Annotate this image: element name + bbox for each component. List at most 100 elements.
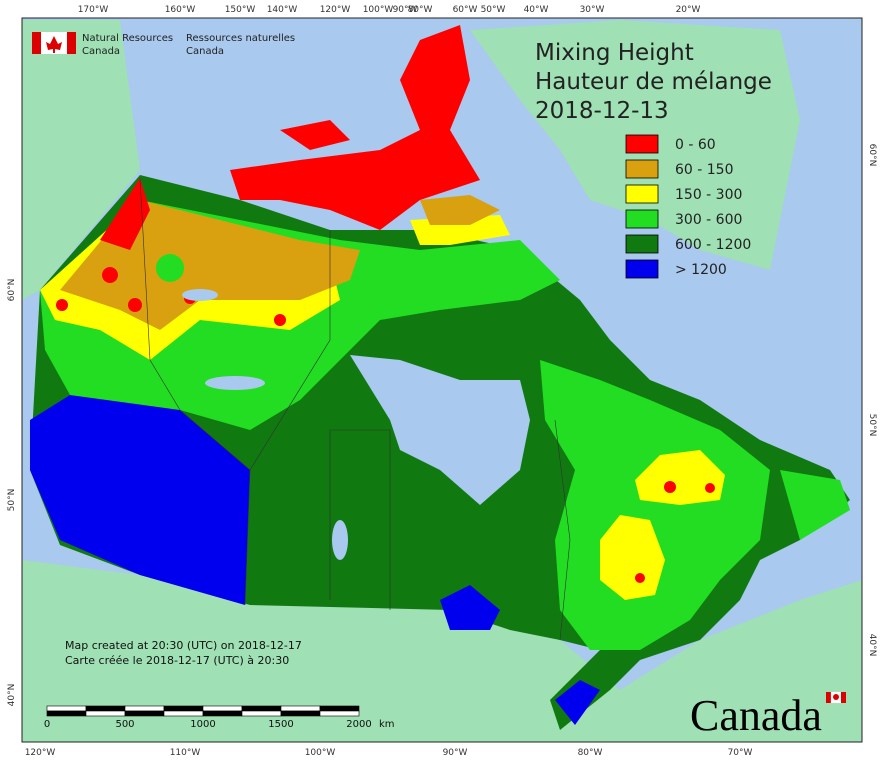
legend-swatch: [625, 234, 659, 254]
graticule-label: 50°W: [481, 5, 506, 15]
wordmark-flag: [826, 691, 846, 704]
graticule-label: 60°W: [453, 5, 478, 15]
wordmark: Canada: [690, 691, 822, 740]
scale-label: 1000: [190, 719, 215, 730]
west-over-1200: [30, 395, 250, 605]
spot: [664, 481, 676, 493]
scale-segment: [46, 710, 87, 717]
arctic-0-60: [230, 25, 480, 230]
graticule-label: 90°W: [393, 5, 418, 15]
legend-label: 600 - 1200: [675, 237, 751, 253]
graticule-label: 40°W: [524, 5, 549, 15]
legend-label: 0 - 60: [675, 137, 716, 153]
legend-label: 60 - 150: [675, 162, 734, 178]
graticule-label: 120°W: [320, 5, 351, 15]
map-title: Mixing Height: [535, 40, 694, 66]
scale-segment: [124, 710, 165, 717]
legend-swatch: [625, 259, 659, 279]
legend-swatch: [625, 159, 659, 179]
scale-segment: [202, 710, 243, 717]
map-date: 2018-12-13: [535, 98, 669, 124]
graticule-label: 140°W: [267, 5, 298, 15]
graticule-label: 120°W: [25, 748, 56, 758]
logo-text: Canada: [82, 46, 120, 57]
alaska: [22, 20, 140, 300]
spot: [128, 298, 142, 312]
lake: [182, 289, 218, 301]
scale-segment: [85, 710, 126, 717]
scale-segment: [46, 705, 87, 712]
usa: [22, 560, 862, 742]
graticule-label: 100°W: [363, 5, 394, 15]
scale-label: 1500: [268, 719, 293, 730]
graticule-label: 80°W: [408, 5, 433, 15]
graticule-label: 110°W: [170, 748, 201, 758]
legend-swatch: [625, 209, 659, 229]
scale-segment: [280, 705, 321, 712]
scale-segment: [241, 710, 282, 717]
scale-segment: [124, 705, 165, 712]
hudson-bay: [350, 355, 530, 505]
scale-label: 500: [115, 719, 134, 730]
scale-label: 2000: [346, 719, 371, 730]
legend-label: 150 - 300: [675, 187, 742, 203]
graticule-label: 50°N: [7, 489, 17, 512]
lake: [205, 376, 265, 390]
spot: [705, 483, 715, 493]
spot: [274, 314, 286, 326]
note: Map created at 20:30 (UTC) on 2018-12-17: [65, 639, 302, 652]
spot: [635, 573, 645, 583]
quebec2-150-300: [600, 515, 665, 600]
graticule-label: 40°N: [867, 634, 877, 657]
graticule-label: 60°N: [867, 144, 877, 167]
scale-segment: [319, 710, 360, 717]
scale-segment: [319, 705, 360, 712]
spot: [102, 267, 118, 283]
yukon-0-60: [100, 178, 150, 250]
arctic-60-150: [420, 195, 500, 225]
frame: [21, 17, 863, 743]
legend-label: 300 - 600: [675, 212, 742, 228]
scale-segment: [241, 705, 282, 712]
south-ontario-over-1200: [555, 680, 600, 725]
graticule-label: 30°W: [580, 5, 605, 15]
scale-label: 0: [44, 719, 50, 730]
logo-flag: [32, 32, 76, 54]
logo-text: Natural Resources: [82, 33, 173, 44]
graticule-label: 160°W: [165, 5, 196, 15]
map-body: [22, 18, 862, 742]
scale-segment: [85, 705, 126, 712]
note: Carte créée le 2018-12-17 (UTC) à 20:30: [65, 654, 289, 667]
scale-segment: [163, 710, 204, 717]
graticule-label: 20°W: [676, 5, 701, 15]
arctic-island-0-60: [280, 120, 350, 150]
graticule-label: 70°W: [728, 748, 753, 758]
borders: [139, 177, 571, 641]
newfoundland-300-600: [780, 470, 850, 540]
scale-bar: 0 500 1000 1500 2000 km: [44, 705, 395, 730]
graticule-label: 50°N: [867, 414, 877, 437]
graticule-label: 100°W: [305, 748, 336, 758]
graticule-label: 40°N: [7, 684, 17, 707]
spot: [56, 299, 68, 311]
graticule-label: 170°W: [78, 5, 109, 15]
graticule-label: 90°W: [443, 748, 468, 758]
legend-swatch: [625, 134, 659, 154]
scale-segment: [163, 705, 204, 712]
legend-swatch: [625, 184, 659, 204]
logo-text: Ressources naturelles: [186, 33, 295, 44]
scale-segment: [202, 705, 243, 712]
nw-green-patch: [156, 254, 184, 282]
graticule-label: 80°W: [578, 748, 603, 758]
graticule-label: 60°N: [7, 279, 17, 302]
map-title: Hauteur de mélange: [535, 69, 772, 95]
legend-label: > 1200: [675, 262, 727, 278]
logo-text: Canada: [186, 46, 224, 57]
scale-unit: km: [379, 719, 395, 730]
lake: [332, 520, 348, 560]
ontario-over-1200: [440, 585, 500, 630]
quebec-150-300: [635, 450, 725, 505]
quebec-300-600: [540, 360, 770, 650]
graticule-label: 150°W: [225, 5, 256, 15]
